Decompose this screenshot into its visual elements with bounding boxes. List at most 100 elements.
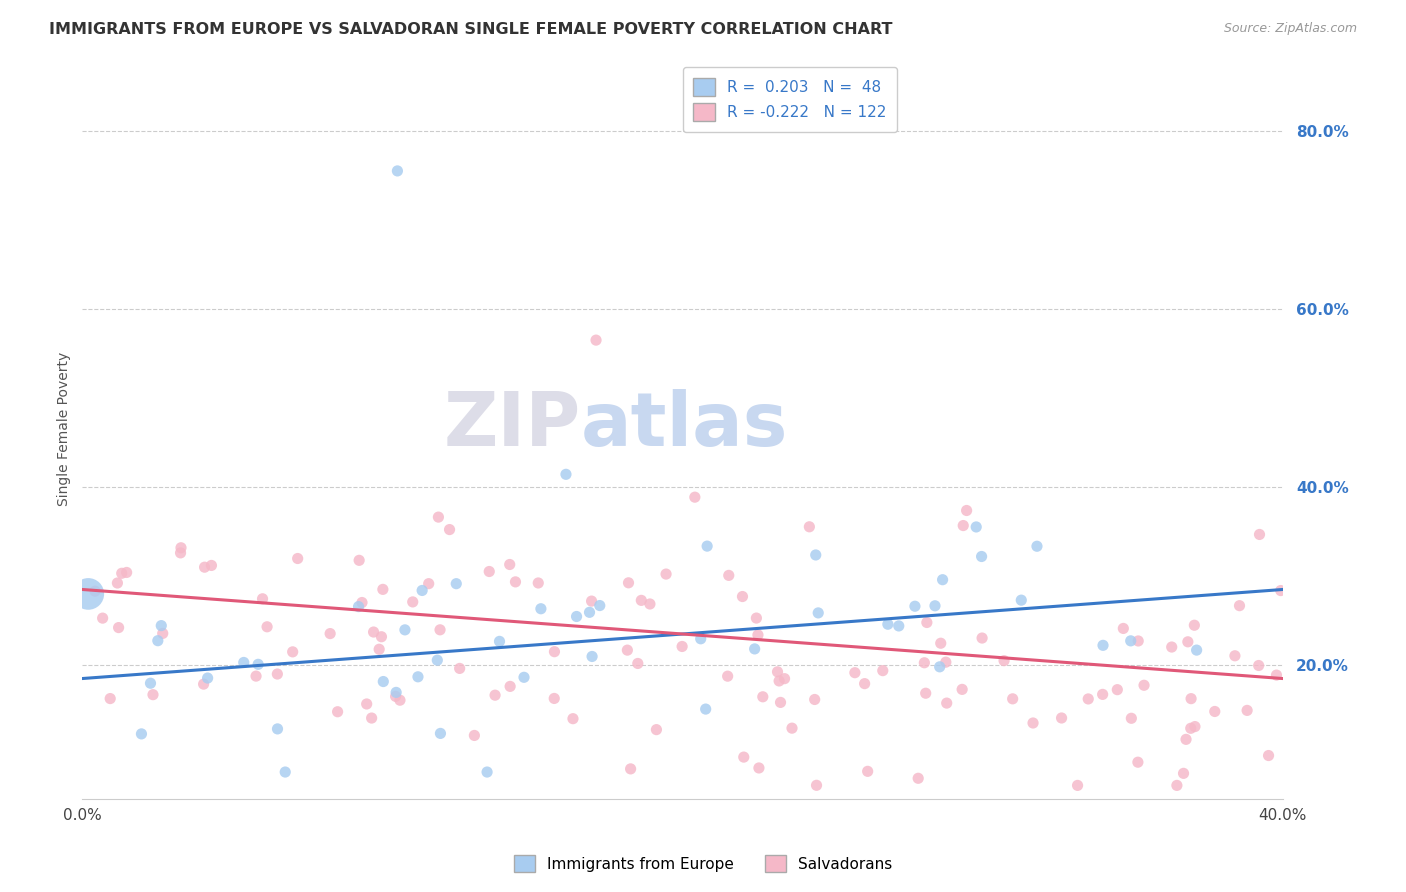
Point	[356, 697, 378, 711]
Point	[952, 518, 974, 533]
Point	[418, 576, 440, 591]
Point	[972, 631, 994, 645]
Point	[965, 520, 987, 534]
Point	[394, 623, 416, 637]
Point	[578, 605, 600, 619]
Point	[530, 601, 553, 615]
Point	[439, 523, 461, 537]
Point	[411, 583, 433, 598]
Point	[1166, 778, 1188, 792]
Point	[747, 628, 769, 642]
Point	[655, 567, 678, 582]
Point	[107, 576, 129, 591]
Point	[252, 591, 274, 606]
Point	[266, 722, 288, 736]
Point	[717, 669, 740, 683]
Point	[543, 691, 565, 706]
Point	[589, 599, 612, 613]
Point	[1180, 691, 1202, 706]
Point	[929, 636, 952, 650]
Point	[744, 641, 766, 656]
Point	[247, 657, 270, 672]
Point	[1270, 583, 1292, 598]
Point	[1066, 778, 1088, 792]
Point	[1265, 668, 1288, 682]
Point	[319, 626, 342, 640]
Point	[1092, 638, 1115, 652]
Point	[281, 645, 304, 659]
Point	[1229, 599, 1251, 613]
Point	[803, 692, 825, 706]
Point	[773, 672, 796, 686]
Text: IMMIGRANTS FROM EUROPE VS SALVADORAN SINGLE FEMALE POVERTY CORRELATION CHART: IMMIGRANTS FROM EUROPE VS SALVADORAN SIN…	[49, 22, 893, 37]
Point	[488, 634, 510, 648]
Point	[1184, 720, 1206, 734]
Point	[683, 490, 706, 504]
Point	[426, 653, 449, 667]
Point	[970, 549, 993, 564]
Point	[645, 723, 668, 737]
Point	[904, 599, 927, 614]
Point	[1247, 658, 1270, 673]
Point	[347, 599, 370, 614]
Point	[745, 611, 768, 625]
Point	[107, 621, 129, 635]
Point	[1257, 748, 1279, 763]
Point	[513, 670, 536, 684]
Point	[887, 619, 910, 633]
Point	[371, 582, 394, 597]
Point	[1112, 622, 1135, 636]
Point	[1177, 635, 1199, 649]
Point	[1160, 640, 1182, 654]
Point	[152, 626, 174, 640]
Point	[527, 576, 550, 591]
Point	[98, 691, 121, 706]
Point	[617, 575, 640, 590]
Point	[475, 765, 498, 780]
Point	[856, 764, 879, 779]
Point	[581, 649, 603, 664]
Point	[1026, 539, 1049, 553]
Text: ZIP: ZIP	[443, 389, 581, 462]
Point	[368, 642, 391, 657]
Point	[406, 670, 429, 684]
Point	[427, 510, 450, 524]
Point	[169, 546, 191, 560]
Point	[139, 676, 162, 690]
Point	[370, 630, 392, 644]
Point	[505, 574, 527, 589]
Point	[347, 553, 370, 567]
Point	[1236, 703, 1258, 717]
Point	[931, 573, 953, 587]
Point	[197, 671, 219, 685]
Point	[170, 541, 193, 555]
Point	[748, 761, 770, 775]
Point	[111, 566, 134, 581]
Point	[780, 721, 803, 735]
Point	[449, 661, 471, 675]
Point	[1107, 682, 1129, 697]
Point	[1173, 766, 1195, 780]
Point	[142, 688, 165, 702]
Point	[638, 597, 661, 611]
Point	[484, 688, 506, 702]
Point	[769, 695, 792, 709]
Point	[993, 654, 1015, 668]
Point	[463, 728, 485, 742]
Point	[429, 726, 451, 740]
Point	[768, 673, 790, 688]
Point	[1077, 692, 1099, 706]
Point	[543, 645, 565, 659]
Point	[1223, 648, 1246, 663]
Point	[695, 702, 717, 716]
Point	[581, 594, 603, 608]
Point	[1204, 705, 1226, 719]
Point	[907, 772, 929, 786]
Point	[131, 727, 153, 741]
Point	[620, 762, 643, 776]
Point	[387, 164, 409, 178]
Point	[1185, 643, 1208, 657]
Point	[806, 778, 828, 792]
Point	[696, 539, 718, 553]
Point	[1182, 618, 1205, 632]
